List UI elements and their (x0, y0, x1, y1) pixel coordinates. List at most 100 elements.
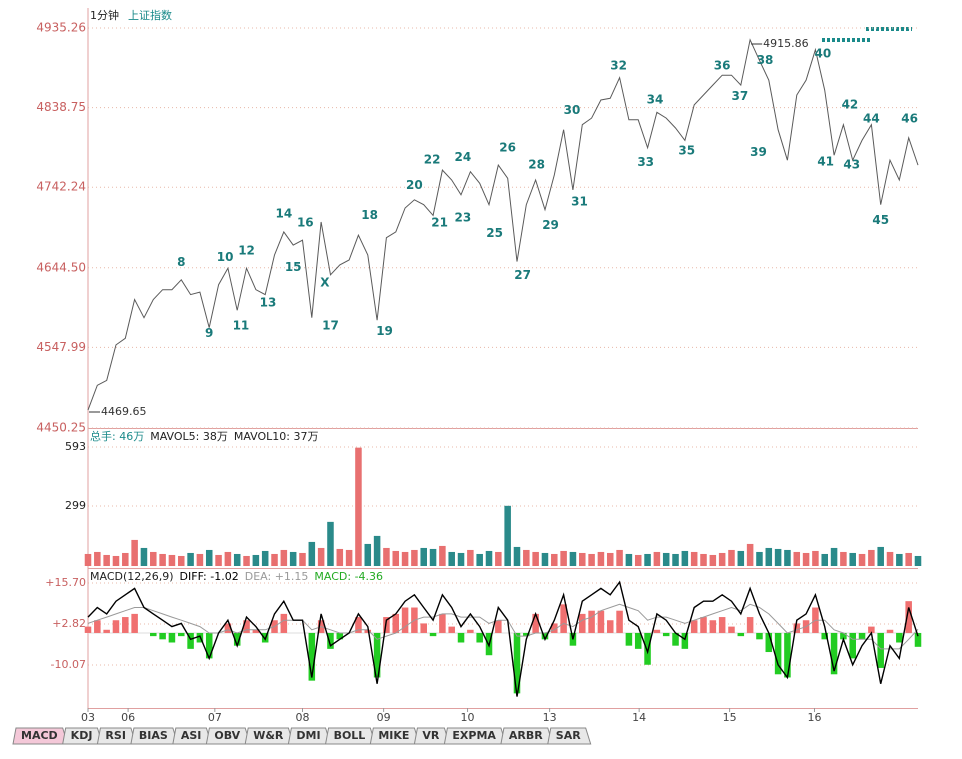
indicator-tab[interactable]: OBV (205, 727, 251, 745)
macd-bar (551, 623, 558, 633)
macd-bar (700, 617, 707, 633)
indicator-tab[interactable]: BIAS (130, 727, 179, 745)
tab-label[interactable]: W&R (253, 729, 284, 742)
volume-bar (355, 447, 362, 566)
tab-label[interactable]: DMI (296, 729, 320, 742)
wave-label: 29 (542, 218, 559, 232)
macd-bar (793, 623, 801, 633)
volume-bar (112, 555, 120, 566)
volume-bar (215, 554, 222, 566)
volume-bar (672, 553, 679, 566)
tab-label[interactable]: ASI (181, 729, 202, 742)
panel-header: MAVOL10: 37万 (234, 430, 319, 443)
panel-header: MACD(12,26,9) (90, 570, 174, 583)
indicator-tab[interactable]: BOLL (324, 727, 377, 745)
volume-bar (914, 555, 922, 566)
volume-bar (327, 521, 334, 566)
macd-bar (662, 632, 670, 637)
x-tick-label: 09 (377, 711, 391, 724)
macd-bar (821, 632, 829, 640)
x-tick-label: 06 (121, 711, 135, 724)
indicator-tab[interactable]: SAR (547, 727, 592, 745)
tab-label[interactable]: KDJ (71, 729, 93, 742)
tab-label[interactable]: OBV (214, 729, 240, 742)
macd-bar (905, 601, 912, 633)
wave-label: 15 (285, 260, 302, 274)
tab-label[interactable]: SAR (556, 729, 581, 742)
macd-bar (131, 613, 138, 633)
wave-label: 23 (455, 210, 472, 224)
volume-bar (737, 550, 745, 566)
macd-bar (243, 620, 250, 633)
tab-label[interactable]: VR (422, 729, 440, 742)
volume-bar (252, 554, 260, 566)
wave-label: 13 (260, 295, 277, 309)
wave-label: 25 (486, 226, 503, 240)
macd-bar (392, 613, 400, 633)
indicator-tab[interactable]: VR (413, 727, 451, 745)
indicator-tab[interactable]: ASI (172, 727, 213, 745)
indicator-tab[interactable]: EXPMA (443, 727, 507, 745)
volume-bar (187, 552, 194, 566)
macd-bar (336, 632, 344, 640)
wave-label: 9 (205, 326, 213, 340)
wave-label: 31 (571, 195, 588, 209)
macd-bar (439, 613, 446, 633)
wave-label: 28 (528, 158, 545, 172)
indicator-tab[interactable]: MACD (12, 727, 69, 745)
volume-bar (224, 551, 232, 566)
volume-bar (532, 551, 539, 566)
indicator-tab[interactable]: ARBR (500, 727, 554, 745)
volume-bar (700, 553, 707, 566)
tab-label[interactable]: ARBR (509, 729, 543, 742)
chart-subtitle: 上证指数 (128, 8, 172, 22)
macd-bar (690, 620, 698, 633)
macd-bar (914, 632, 922, 647)
macd-bar (187, 632, 194, 649)
volume-bar (261, 550, 269, 566)
indicator-tab[interactable]: DMI (287, 727, 332, 745)
wave-label: 33 (637, 155, 654, 169)
indicator-tab[interactable]: MIKE (369, 727, 421, 745)
wave-label: 30 (564, 103, 581, 117)
x-tick-label: 16 (807, 711, 821, 724)
macd-bar (224, 623, 232, 633)
tab-label[interactable]: MIKE (378, 729, 409, 742)
macd-bar (383, 617, 390, 633)
macd-bar (429, 632, 437, 637)
indicator-tab[interactable]: W&R (244, 727, 295, 745)
macd-bar (616, 610, 623, 633)
volume-bar (457, 552, 465, 566)
volume-bar (541, 552, 549, 566)
tab-label[interactable]: EXPMA (452, 729, 496, 742)
macd-bar (877, 632, 884, 668)
volume-bar (858, 553, 866, 566)
volume-bar (233, 553, 241, 566)
volume-bar (177, 555, 185, 566)
macd-line (87, 580, 919, 697)
tab-label[interactable]: BOLL (334, 729, 366, 742)
volume-bar (588, 553, 595, 566)
tab-shape[interactable] (547, 727, 592, 745)
volume-bar (896, 553, 903, 566)
wave-label: 21 (431, 215, 448, 229)
indicator-tab[interactable]: KDJ (62, 727, 104, 745)
macd-bar (644, 632, 651, 665)
volume-bar (905, 552, 912, 566)
macd-bar (737, 632, 745, 637)
y-tick-label: 4935.26 (36, 21, 86, 35)
volume-bar (579, 552, 586, 566)
macd-bar (177, 632, 185, 637)
volume-bar (383, 547, 390, 566)
macd-bar (840, 632, 847, 640)
macd-bar (756, 632, 763, 640)
volume-bar (308, 541, 316, 566)
price-line (87, 38, 919, 411)
volume-bar (551, 553, 558, 566)
macd-bar (597, 610, 605, 633)
tab-label[interactable]: RSI (105, 729, 126, 742)
tab-label[interactable]: MACD (21, 729, 58, 742)
tab-label[interactable]: BIAS (139, 729, 168, 742)
indicator-tab[interactable]: RSI (96, 727, 137, 745)
